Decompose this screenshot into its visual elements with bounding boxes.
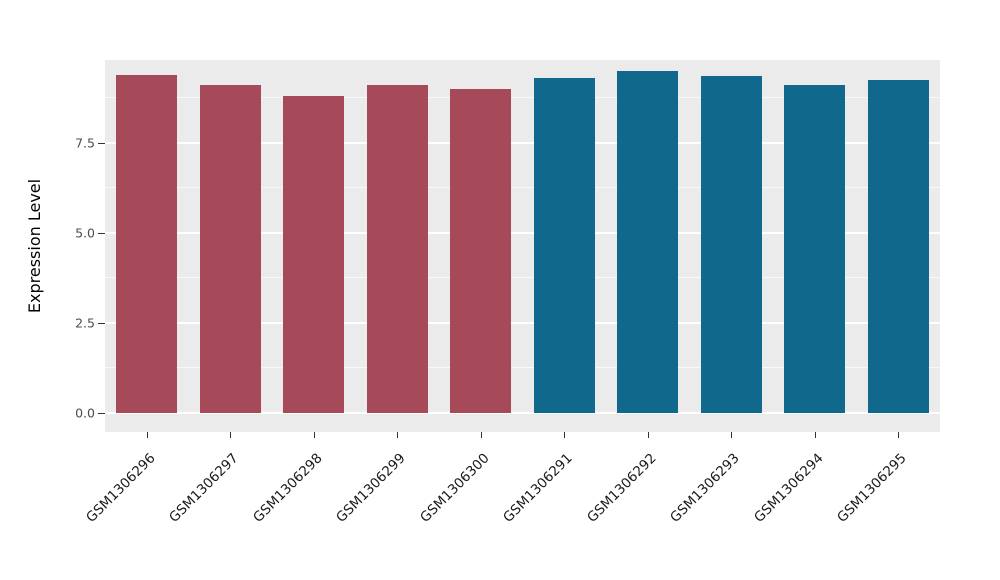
gridline-minor — [105, 97, 940, 98]
bar-GSM1306297 — [200, 85, 261, 413]
x-tick-label-GSM1306299: GSM1306299 — [333, 450, 409, 526]
x-tick-label-GSM1306298: GSM1306298 — [250, 450, 326, 526]
y-tick-label: 0.0 — [75, 405, 95, 421]
y-tick-mark — [98, 413, 105, 414]
x-tick-label-GSM1306297: GSM1306297 — [166, 450, 242, 526]
x-tick-mark — [898, 432, 899, 438]
x-tick-mark — [815, 432, 816, 438]
bar-GSM1306292 — [617, 71, 678, 413]
y-tick-label: 2.5 — [75, 315, 95, 331]
x-tick-label-GSM1306293: GSM1306293 — [667, 450, 743, 526]
x-tick-mark — [147, 432, 148, 438]
gridline-major — [105, 232, 940, 234]
bar-GSM1306298 — [283, 96, 344, 413]
gridline-major — [105, 412, 940, 414]
bar-GSM1306291 — [534, 78, 595, 413]
x-tick-mark — [481, 432, 482, 438]
y-tick-mark — [98, 323, 105, 324]
bar-GSM1306294 — [784, 85, 845, 413]
x-tick-mark — [314, 432, 315, 438]
x-tick-label-GSM1306291: GSM1306291 — [500, 450, 576, 526]
x-tick-label-GSM1306294: GSM1306294 — [751, 450, 827, 526]
y-tick-label: 7.5 — [75, 135, 95, 151]
gridline-minor — [105, 367, 940, 368]
x-tick-label-GSM1306300: GSM1306300 — [417, 450, 493, 526]
bar-GSM1306299 — [367, 85, 428, 413]
plot-panel — [105, 60, 940, 432]
x-tick-mark — [731, 432, 732, 438]
x-tick-mark — [648, 432, 649, 438]
x-tick-label-GSM1306292: GSM1306292 — [584, 450, 660, 526]
gridline-major — [105, 322, 940, 324]
bar-GSM1306295 — [868, 80, 929, 413]
y-tick-label: 5.0 — [75, 225, 95, 241]
x-tick-mark — [397, 432, 398, 438]
x-tick-label-GSM1306295: GSM1306295 — [834, 450, 910, 526]
gridline-minor — [105, 277, 940, 278]
x-tick-mark — [564, 432, 565, 438]
y-tick-mark — [98, 233, 105, 234]
bar-GSM1306293 — [701, 76, 762, 413]
gridline-minor — [105, 187, 940, 188]
bar-GSM1306296 — [116, 75, 177, 413]
x-tick-label-GSM1306296: GSM1306296 — [83, 450, 159, 526]
x-tick-mark — [230, 432, 231, 438]
y-tick-mark — [98, 143, 105, 144]
bar-GSM1306300 — [450, 89, 511, 413]
gridline-major — [105, 142, 940, 144]
